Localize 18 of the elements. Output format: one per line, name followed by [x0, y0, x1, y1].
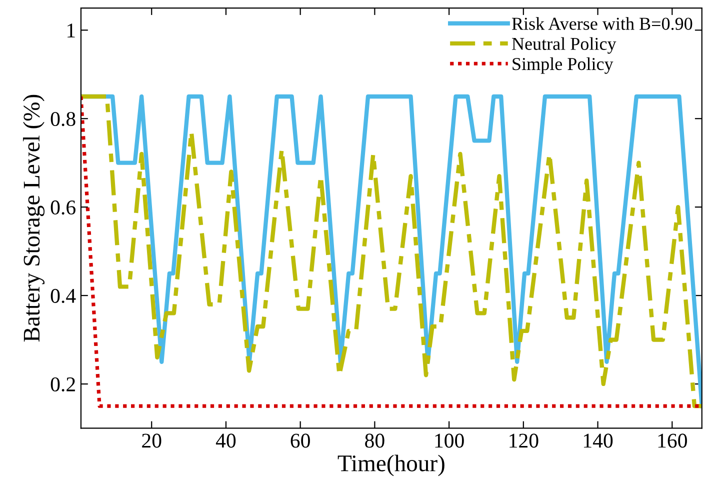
x-tick-label: 80	[365, 434, 384, 448]
y-tick-label: 0.8	[50, 112, 76, 126]
y-axis-title: Battery Storage Level (%)	[23, 94, 44, 342]
y-tick-label: 0.2	[50, 377, 75, 392]
legend-label: Neutral Policy	[512, 37, 616, 54]
legend-label: Risk Averse with B=0.90	[512, 17, 692, 30]
x-tick-label: 40	[216, 434, 236, 448]
y-tick-label: 0.4	[50, 288, 76, 304]
x-tick-label: 60	[290, 434, 310, 448]
legend-label: Simple Policy	[512, 57, 614, 74]
y-tick-label: 0.6	[50, 200, 76, 215]
x-tick-label: 100	[435, 434, 464, 448]
x-tick-label: 160	[658, 434, 687, 448]
x-tick-label: 120	[510, 434, 538, 448]
x-tick-label: 140	[584, 434, 613, 448]
x-axis-title: Time(hour)	[338, 454, 444, 476]
y-tick-label: 1	[68, 24, 75, 38]
x-tick-label: 20	[142, 434, 162, 448]
